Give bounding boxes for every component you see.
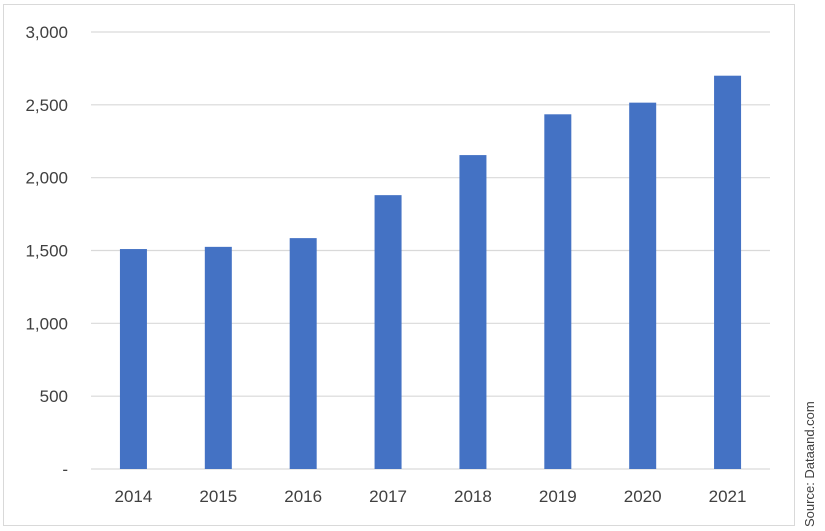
x-tick-label-2016: 2016 <box>284 487 322 506</box>
y-tick-label: 1,500 <box>25 242 68 261</box>
gridlines <box>91 31 770 470</box>
bar-2021 <box>714 75 742 469</box>
bar-2016 <box>289 238 317 469</box>
y-tick-label: - <box>62 460 68 479</box>
y-tick-label: 1,000 <box>25 314 68 333</box>
x-tick-label-2021: 2021 <box>709 487 747 506</box>
bars <box>119 75 742 470</box>
x-tick-label-2015: 2015 <box>199 487 237 506</box>
bar-2019 <box>544 114 572 469</box>
y-tick-label: 500 <box>40 387 68 406</box>
source-note: Source: Dataand.com <box>802 401 817 527</box>
y-tick-label: 2,500 <box>25 96 68 115</box>
bar-2018 <box>459 155 487 470</box>
bar-2014 <box>119 249 147 469</box>
x-tick-label-2017: 2017 <box>369 487 407 506</box>
y-tick-label: 2,000 <box>25 169 68 188</box>
x-tick-label-2019: 2019 <box>539 487 577 506</box>
x-axis-tick-labels: 2014 2015 2016 2017 2018 2019 2020 2021 <box>115 487 747 506</box>
x-tick-label-2018: 2018 <box>454 487 492 506</box>
y-axis-tick-labels: - 500 1,000 1,500 2,000 2,500 3,000 <box>25 23 68 479</box>
x-tick-label-2014: 2014 <box>115 487 153 506</box>
bar-2020 <box>629 102 657 470</box>
x-tick-label-2020: 2020 <box>624 487 662 506</box>
bar-2017 <box>374 195 402 469</box>
bar-2015 <box>204 246 232 469</box>
y-tick-label: 3,000 <box>25 23 68 42</box>
